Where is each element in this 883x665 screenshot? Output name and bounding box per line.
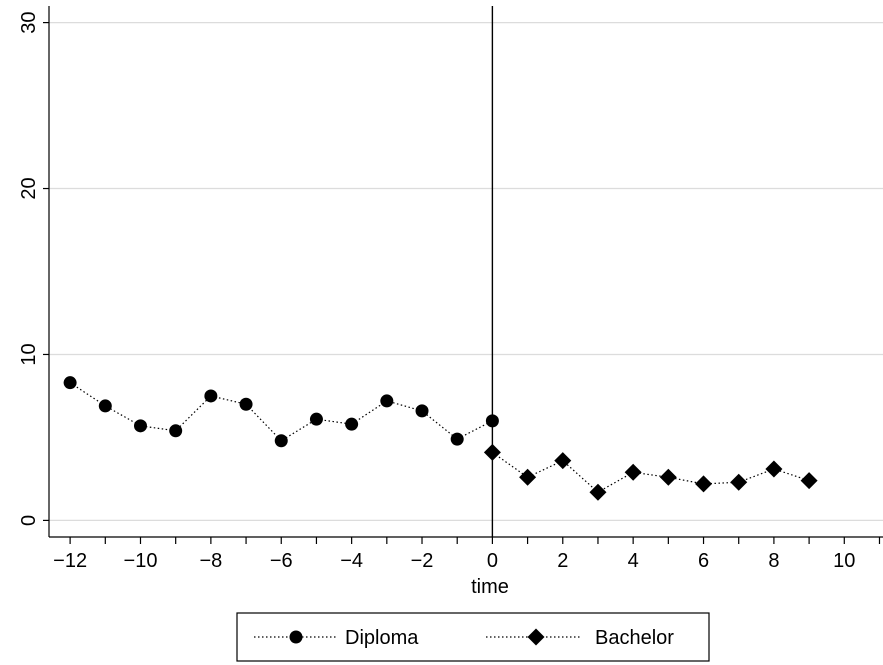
x-tick-label: 2 — [557, 550, 568, 572]
bachelor-point — [765, 460, 783, 478]
legend-label: Diploma — [345, 627, 419, 649]
diploma-point — [485, 414, 499, 428]
x-tick-label: −10 — [124, 550, 158, 572]
series-bachelor — [483, 443, 818, 501]
diploma-point — [63, 376, 77, 390]
bachelor-point — [589, 483, 607, 501]
diploma-point — [380, 394, 394, 408]
diploma-point — [133, 419, 147, 433]
x-tick-label: 0 — [487, 550, 498, 572]
data-series — [63, 376, 818, 501]
grid-lines — [49, 21, 883, 522]
diploma-point — [204, 389, 218, 403]
bachelor-point — [483, 443, 501, 461]
x-tick-label: −2 — [411, 550, 434, 572]
bachelor-point — [519, 468, 537, 486]
bachelor-point — [695, 475, 713, 493]
x-tick-label: −8 — [199, 550, 222, 572]
diploma-point — [450, 432, 464, 446]
axes: 0 10 20 30 −12 −10 −8 −6 −4 −2 0 2 4 6 8 10 — [18, 6, 883, 572]
bachelor-point — [554, 452, 572, 470]
series-line — [69, 382, 493, 442]
diploma-point — [169, 424, 183, 438]
legend-item-bachelor: Bachelor — [486, 627, 674, 649]
y-tick-label: 10 — [18, 343, 40, 365]
series-line — [492, 451, 810, 493]
x-tick-label: −6 — [270, 550, 293, 572]
x-tick-label: 4 — [628, 550, 639, 572]
series-diploma — [63, 376, 499, 448]
diploma-point — [239, 397, 253, 411]
x-axis-title: time — [471, 576, 509, 598]
y-tick-label: 0 — [18, 515, 40, 526]
y-tick-label: 20 — [18, 177, 40, 199]
legend: Diploma Bachelor — [236, 612, 710, 662]
bachelor-point — [800, 472, 818, 490]
x-tick-label: 6 — [698, 550, 709, 572]
x-tick-label: −4 — [340, 550, 363, 572]
legend-label: Bachelor — [595, 627, 674, 649]
diploma-point — [274, 434, 288, 448]
bachelor-point — [730, 473, 748, 491]
legend-marker — [527, 628, 545, 646]
diploma-point — [309, 412, 323, 426]
x-tick-label: −12 — [53, 550, 87, 572]
diploma-point — [415, 404, 429, 418]
diploma-point — [345, 417, 359, 431]
legend-marker — [289, 630, 303, 644]
legend-item-diploma: Diploma — [254, 627, 419, 649]
bachelor-point — [624, 463, 642, 481]
diploma-point — [98, 399, 112, 413]
x-tick-label: 8 — [768, 550, 779, 572]
bachelor-point — [659, 468, 677, 486]
y-tick-label: 30 — [18, 11, 40, 33]
x-tick-label: 10 — [833, 550, 855, 572]
legend-box — [236, 612, 710, 662]
